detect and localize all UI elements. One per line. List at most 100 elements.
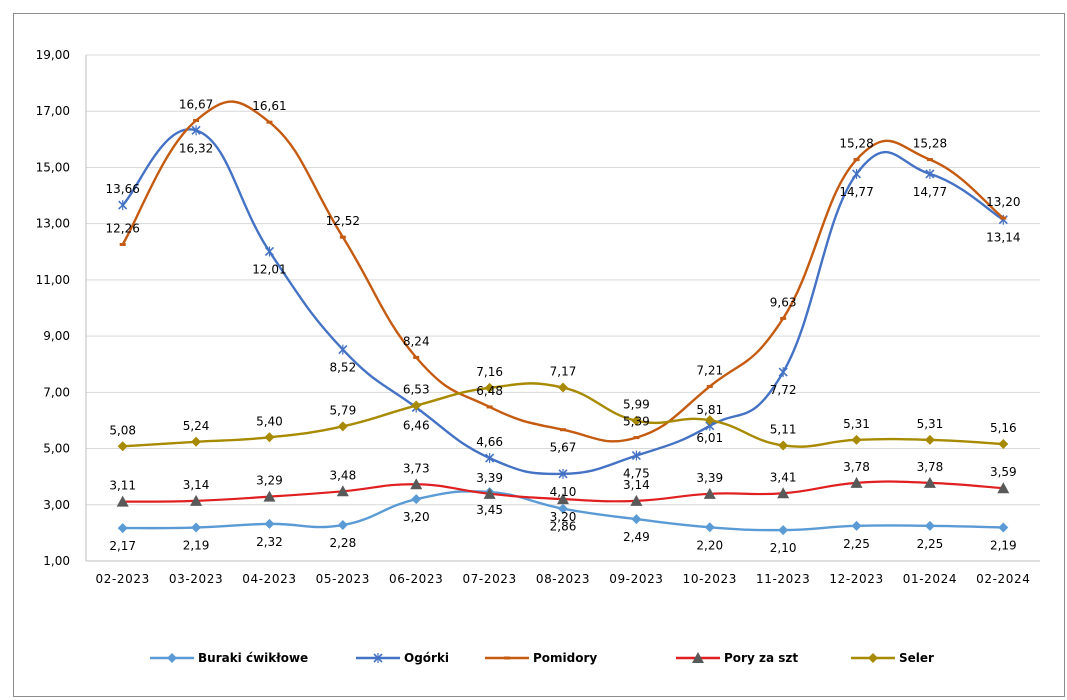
legend-label-buraki-c-wik-owe: Buraki ćwikłowe	[198, 651, 308, 665]
series-lines	[116, 100, 1010, 536]
data-label-pomidory: 15,28	[913, 137, 947, 151]
data-label-pory-za-szt: 3,78	[843, 460, 870, 474]
data-label-pory-za-szt: 3,41	[770, 470, 797, 484]
legend-marker-pomidory	[504, 656, 510, 660]
data-point-seler	[558, 382, 568, 393]
y-tick-label: 11,00	[36, 273, 70, 287]
data-point-seler	[337, 421, 348, 432]
data-point-ogo-rki	[925, 168, 935, 179]
data-label-pomidory: 15,28	[839, 137, 873, 151]
data-label-pory-za-szt: 3,78	[917, 460, 944, 474]
data-label-buraki-c-wik-owe: 2,25	[843, 537, 870, 551]
data-label-pory-za-szt: 3,20	[550, 510, 577, 524]
data-label-pory-za-szt: 3,59	[990, 465, 1017, 479]
data-point-buraki-c-wik-owe	[191, 522, 202, 533]
data-point-pomidory	[486, 405, 493, 409]
data-point-seler	[631, 415, 642, 426]
data-label-seler: 5,79	[329, 403, 356, 417]
data-label-buraki-c-wik-owe: 2,32	[256, 535, 283, 549]
data-label-ogo-rki: 14,77	[839, 185, 873, 199]
data-label-seler: 7,17	[550, 365, 577, 379]
series-line-seler	[122, 382, 1004, 448]
data-label-pory-za-szt: 3,73	[403, 461, 430, 475]
data-label-seler: 5,11	[770, 422, 797, 436]
data-point-buraki-c-wik-owe	[778, 525, 789, 536]
data-label-pomidory: 16,61	[252, 99, 286, 113]
data-label-buraki-c-wik-owe: 2,28	[329, 536, 356, 550]
data-point-pory-za-szt	[483, 487, 496, 499]
data-point-pomidory	[1000, 216, 1007, 220]
data-label-seler: 6,53	[403, 383, 430, 397]
data-label-ogo-rki: 12,01	[252, 262, 286, 276]
data-label-pory-za-szt: 3,39	[476, 471, 503, 485]
series-line-ogo-rki	[121, 128, 1004, 476]
data-point-pory-za-szt	[997, 482, 1010, 494]
data-label-buraki-c-wik-owe: 2,25	[917, 537, 944, 551]
data-label-ogo-rki: 13,66	[106, 182, 140, 196]
legend-label-pomidory: Pomidory	[533, 651, 597, 665]
data-point-seler	[778, 440, 789, 451]
data-label-seler: 7,16	[476, 365, 503, 379]
data-label-pomidory: 6,48	[476, 384, 503, 398]
data-label-ogo-rki: 6,46	[403, 419, 430, 433]
data-point-ogo-rki	[631, 450, 641, 461]
x-tick-label: 08-2023	[536, 572, 590, 586]
data-point-seler	[484, 382, 495, 393]
data-point-buraki-c-wik-owe	[337, 520, 348, 531]
legend-item-pory-za-szt: Pory za szt	[676, 651, 798, 665]
data-point-ogo-rki	[264, 246, 275, 257]
data-point-buraki-c-wik-owe	[924, 520, 935, 531]
data-point-pomidory	[560, 428, 566, 432]
y-tick-label: 5,00	[43, 442, 70, 456]
data-label-seler: 5,99	[623, 398, 650, 412]
legend-label-ogo-rki: Ogórki	[404, 651, 449, 665]
legend-item-seler: Seler	[851, 651, 934, 665]
data-label-pomidory: 12,26	[106, 221, 140, 235]
y-tick-label: 9,00	[43, 329, 70, 343]
legend-label-seler: Seler	[899, 651, 934, 665]
data-point-seler	[924, 434, 935, 445]
data-point-ogo-rki	[558, 468, 568, 479]
data-point-pory-za-szt	[557, 493, 569, 505]
data-label-ogo-rki: 14,77	[913, 185, 947, 199]
data-point-seler	[191, 436, 202, 447]
data-label-pory-za-szt: 3,48	[329, 468, 356, 482]
data-point-pomidory	[339, 235, 346, 239]
data-point-pory-za-szt	[923, 476, 936, 488]
legend: Buraki ćwikłowe Ogórki Pomidory Pory za szt…	[150, 651, 934, 665]
data-label-ogo-rki: 16,32	[179, 141, 213, 155]
data-point-pomidory	[266, 120, 273, 124]
legend-marker-pory-za-szt	[692, 652, 704, 663]
data-label-buraki-c-wik-owe: 2,86	[550, 520, 577, 534]
x-tick-label: 10-2023	[683, 572, 737, 586]
data-point-buraki-c-wik-owe	[704, 522, 715, 533]
y-tick-label: 3,00	[43, 498, 70, 512]
y-tick-label: 1,00	[43, 554, 70, 568]
data-point-pomidory	[633, 436, 640, 440]
data-label-pomidory: 8,24	[403, 334, 430, 348]
data-point-pory-za-szt	[116, 495, 129, 507]
data-point-seler	[264, 432, 275, 443]
data-label-buraki-c-wik-owe: 2,19	[183, 539, 210, 553]
x-tick-label: 07-2023	[462, 572, 516, 586]
legend-marker-buraki-c-wik-owe	[167, 653, 177, 663]
data-point-buraki-c-wik-owe	[264, 518, 275, 529]
x-tick-label: 09-2023	[609, 572, 663, 586]
legend-item-pomidory: Pomidory	[485, 651, 597, 665]
data-label-pory-za-szt: 3,29	[256, 474, 283, 488]
data-label-pomidory: 13,20	[986, 195, 1020, 209]
data-label-ogo-rki: 4,66	[476, 435, 503, 449]
x-tick-label: 06-2023	[389, 572, 443, 586]
data-point-seler	[117, 441, 128, 452]
data-label-seler: 5,31	[917, 417, 944, 431]
data-label-seler: 5,40	[256, 414, 283, 428]
data-label-buraki-c-wik-owe: 2,19	[990, 539, 1017, 553]
data-label-buraki-c-wik-owe: 3,20	[403, 510, 430, 524]
x-tick-label: 04-2023	[242, 572, 296, 586]
data-point-seler	[704, 415, 715, 426]
axes: 1,00 3,00 5,00 7,00 9,00 11,00 13,00 15,00 17,00…	[36, 48, 1040, 586]
data-point-pory-za-szt	[263, 490, 276, 502]
data-label-ogo-rki: 7,72	[770, 383, 797, 397]
data-label-pomidory: 9,63	[770, 295, 797, 309]
data-point-buraki-c-wik-owe	[998, 522, 1009, 533]
